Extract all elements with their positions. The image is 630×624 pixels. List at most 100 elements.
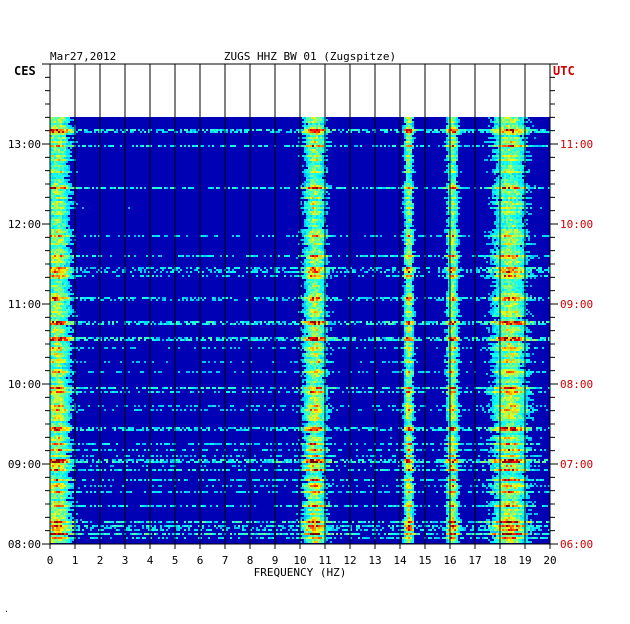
heatmap-cell — [316, 187, 318, 189]
heatmap-cell — [56, 175, 58, 177]
heatmap-cell — [248, 129, 250, 131]
heatmap-cell — [320, 161, 322, 163]
heatmap-cell — [306, 169, 308, 171]
heatmap-cell — [448, 257, 450, 259]
heatmap-cell — [494, 269, 496, 271]
heatmap-cell — [520, 187, 522, 189]
heatmap-cell — [512, 273, 514, 275]
heatmap-cell — [304, 137, 306, 139]
heatmap-cell — [310, 263, 312, 265]
heatmap-cell — [70, 197, 72, 199]
heatmap-cell — [508, 147, 510, 149]
heatmap-cell — [322, 237, 324, 239]
heatmap-cell — [500, 167, 502, 169]
heatmap-cell — [520, 171, 522, 173]
heatmap-cell — [510, 175, 512, 177]
heatmap-cell — [506, 273, 508, 275]
heatmap-cell — [346, 235, 348, 237]
heatmap-cell — [68, 171, 70, 173]
heatmap-cell — [164, 131, 166, 133]
heatmap-cell — [354, 129, 356, 131]
heatmap-cell — [454, 215, 456, 217]
heatmap-cell — [514, 141, 516, 143]
heatmap-cell — [320, 185, 322, 187]
heatmap-cell — [52, 141, 54, 143]
heatmap-cell — [528, 187, 530, 189]
heatmap-cell — [508, 209, 510, 211]
heatmap-cell — [296, 275, 298, 277]
heatmap-cell — [58, 167, 60, 169]
heatmap-cell — [304, 125, 306, 127]
heatmap-cell — [406, 203, 408, 205]
heatmap-cell — [512, 243, 514, 245]
heatmap-cell — [508, 253, 510, 255]
heatmap-cell — [512, 225, 514, 227]
heatmap-cell — [500, 207, 502, 209]
heatmap-cell — [364, 271, 366, 273]
heatmap-cell — [310, 271, 312, 273]
heatmap-cell — [498, 259, 500, 261]
heatmap-cell — [510, 131, 512, 133]
heatmap-cell — [316, 155, 318, 157]
heatmap-cell — [318, 213, 320, 215]
heatmap-cell — [512, 245, 514, 247]
heatmap-cell — [494, 171, 496, 173]
heatmap-cell — [404, 203, 406, 205]
heatmap-cell — [60, 199, 62, 201]
heatmap-cell — [312, 245, 314, 247]
heatmap-cell — [412, 117, 414, 119]
heatmap-cell — [500, 127, 502, 129]
heatmap-cell — [512, 125, 514, 127]
heatmap-cell — [504, 221, 506, 223]
heatmap-cell — [410, 147, 412, 149]
heatmap-cell — [518, 221, 520, 223]
heatmap-cell — [60, 271, 62, 273]
heatmap-cell — [520, 221, 522, 223]
heatmap-cell — [68, 219, 70, 221]
heatmap-cell — [326, 273, 328, 275]
heatmap-cell — [406, 215, 408, 217]
heatmap-cell — [108, 145, 110, 147]
heatmap-cell — [408, 155, 410, 157]
heatmap-cell — [304, 171, 306, 173]
heatmap-cell — [402, 197, 404, 199]
heatmap-cell — [450, 253, 452, 255]
heatmap-cell — [446, 143, 448, 145]
heatmap-cell — [322, 251, 324, 253]
heatmap-cell — [302, 121, 304, 123]
heatmap-cell — [330, 187, 332, 189]
heatmap-cell — [176, 131, 178, 133]
heatmap-cell — [520, 235, 522, 237]
heatmap-cell — [50, 209, 52, 211]
heatmap-cell — [454, 257, 456, 259]
heatmap-cell — [316, 121, 318, 123]
heatmap-cell — [328, 269, 330, 271]
heatmap-cell — [450, 185, 452, 187]
heatmap-cell — [54, 233, 56, 235]
heatmap-cell — [316, 209, 318, 211]
heatmap-cell — [522, 239, 524, 241]
heatmap-cell — [72, 207, 74, 209]
heatmap-cell — [388, 187, 390, 189]
heatmap-cell — [412, 271, 414, 273]
heatmap-cell — [512, 241, 514, 243]
heatmap-cell — [488, 243, 490, 245]
heatmap-cell — [508, 119, 510, 121]
heatmap-cell — [214, 271, 216, 273]
heatmap-cell — [66, 183, 68, 185]
heatmap-cell — [396, 129, 398, 131]
heatmap-cell — [494, 221, 496, 223]
heatmap-cell — [52, 121, 54, 123]
heatmap-cell — [64, 213, 66, 215]
heatmap-cell — [518, 209, 520, 211]
heatmap-cell — [326, 229, 328, 231]
heatmap-cell — [448, 217, 450, 219]
heatmap-cell — [520, 209, 522, 211]
heatmap-cell — [518, 171, 520, 173]
heatmap-cell — [456, 143, 458, 145]
heatmap-cell — [58, 147, 60, 149]
heatmap-cell — [518, 225, 520, 227]
heatmap-cell — [520, 225, 522, 227]
heatmap-cell — [216, 129, 218, 131]
heatmap-cell — [488, 255, 490, 257]
